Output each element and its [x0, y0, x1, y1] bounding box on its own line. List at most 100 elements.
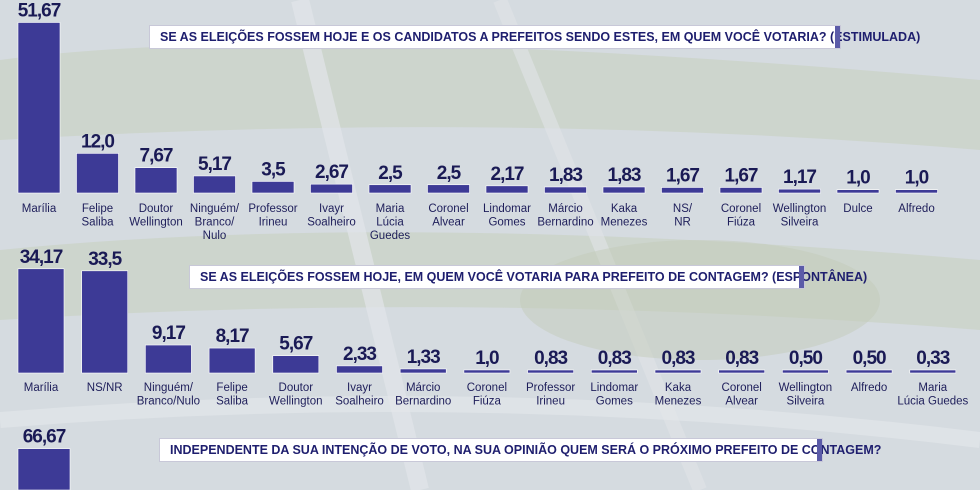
bar	[251, 181, 295, 194]
bar	[718, 369, 766, 374]
bar	[778, 188, 821, 194]
category-label: Coronel	[722, 382, 762, 394]
bar-value-label: 1,83	[549, 165, 582, 186]
bar	[145, 344, 192, 374]
bar	[427, 184, 470, 194]
category-label: Kaka	[665, 382, 692, 394]
category-label: Ninguém/	[190, 203, 240, 215]
bar-value-label: 66,67	[23, 427, 66, 448]
bar	[310, 183, 353, 194]
category-label: Branco/	[195, 217, 235, 229]
bar-value-label: 0,50	[853, 348, 886, 369]
category-label: Wellington	[129, 217, 183, 229]
category-label: Lúcia	[376, 217, 404, 229]
category-label: Felipe	[82, 203, 113, 215]
bar-value-label: 0,83	[598, 348, 631, 369]
category-label: Irineu	[259, 217, 288, 229]
category-label: Márcio	[406, 382, 441, 394]
bar-value-label: 2,67	[315, 162, 348, 183]
category-label: Maria	[918, 382, 947, 394]
category-label: Wellington	[773, 203, 827, 215]
category-label: Marília	[22, 203, 57, 215]
bar	[17, 268, 65, 374]
category-label: Silveira	[787, 396, 825, 408]
category-label: Fiúza	[727, 217, 756, 229]
category-label: Doutor	[279, 382, 314, 394]
bar	[336, 365, 383, 374]
bar-value-label: 0,33	[916, 348, 949, 369]
chart-2-title: SE AS ELEIÇÕES FOSSEM HOJE, EM QUEM VOCÊ…	[190, 266, 867, 288]
bar	[17, 22, 61, 194]
bar-value-label: 0,83	[725, 348, 758, 369]
bar-value-label: 9,17	[152, 323, 185, 344]
bar-value-label: 1,67	[725, 165, 758, 186]
category-label: Menezes	[655, 396, 702, 408]
bar-value-label: 2,33	[343, 344, 376, 365]
category-label: Professor	[248, 203, 297, 215]
bar-value-label: 12,0	[81, 131, 114, 152]
category-label: Irineu	[536, 396, 565, 408]
category-label: Bernardino	[395, 396, 451, 408]
category-label: Alfredo	[898, 203, 934, 215]
chart-3-title: INDEPENDENTE DA SUA INTENÇÃO DE VOTO, NA…	[160, 439, 881, 461]
bar	[399, 368, 447, 374]
category-label: Coronel	[467, 382, 507, 394]
bar-value-label: 1,17	[783, 167, 816, 188]
category-label: Menezes	[601, 217, 648, 229]
category-label: Silveira	[781, 217, 819, 229]
bar-value-label: 1,33	[407, 347, 440, 368]
bar-value-label: 33,5	[88, 249, 122, 270]
category-label: Marília	[24, 382, 59, 394]
category-label: Doutor	[139, 203, 174, 215]
category-label: Soalheiro	[335, 396, 384, 408]
category-label: Maria	[376, 203, 405, 215]
bar-value-label: 5,17	[198, 154, 231, 175]
category-label: Lindomar	[483, 203, 531, 215]
category-label: Wellington	[269, 396, 323, 408]
bar-value-label: 1,83	[608, 165, 641, 186]
category-label: Kaka	[611, 203, 638, 215]
category-label: NS/	[673, 203, 693, 215]
category-label: Professor	[526, 382, 575, 394]
bar	[485, 185, 529, 194]
bar	[590, 369, 638, 374]
bar	[544, 186, 587, 194]
bar	[836, 189, 880, 194]
bar	[17, 448, 71, 490]
category-label: Alfredo	[851, 382, 887, 394]
category-label: Alvear	[725, 396, 758, 408]
category-label: NS/NR	[87, 382, 123, 394]
category-label: Coronel	[721, 203, 761, 215]
category-label: Coronel	[428, 203, 468, 215]
bar-value-label: 2,5	[378, 163, 403, 184]
bar-value-label: 7,67	[140, 146, 173, 167]
bar	[661, 187, 704, 194]
category-label: Márcio	[548, 203, 583, 215]
bar	[719, 187, 763, 194]
bar-value-label: 2,17	[491, 164, 524, 185]
category-label: Soalheiro	[307, 217, 356, 229]
bar	[208, 347, 256, 374]
category-label: Dulce	[843, 203, 872, 215]
category-label: Wellington	[779, 382, 833, 394]
bar	[272, 355, 320, 374]
bar	[76, 153, 119, 194]
category-label: Gomes	[488, 217, 525, 229]
bar-value-label: 8,17	[216, 326, 249, 347]
bar	[527, 369, 574, 374]
chart-1-title: SE AS ELEIÇÕES FOSSEM HOJE E OS CANDIDAT…	[150, 26, 920, 48]
bar	[134, 167, 178, 194]
category-label: Ivayr	[319, 203, 344, 215]
category-label: Lúcia Guedes	[897, 396, 968, 408]
category-label: Ninguém/	[144, 382, 194, 394]
bar-value-label: 0,83	[662, 348, 695, 369]
category-label: Fiúza	[473, 396, 502, 408]
category-label: Saliba	[82, 217, 115, 229]
bar	[81, 270, 128, 374]
category-label: Alvear	[432, 217, 465, 229]
bar	[782, 369, 829, 374]
bar	[845, 369, 893, 374]
bar-value-label: 2,5	[437, 163, 462, 184]
bar-value-label: 0,50	[789, 348, 822, 369]
